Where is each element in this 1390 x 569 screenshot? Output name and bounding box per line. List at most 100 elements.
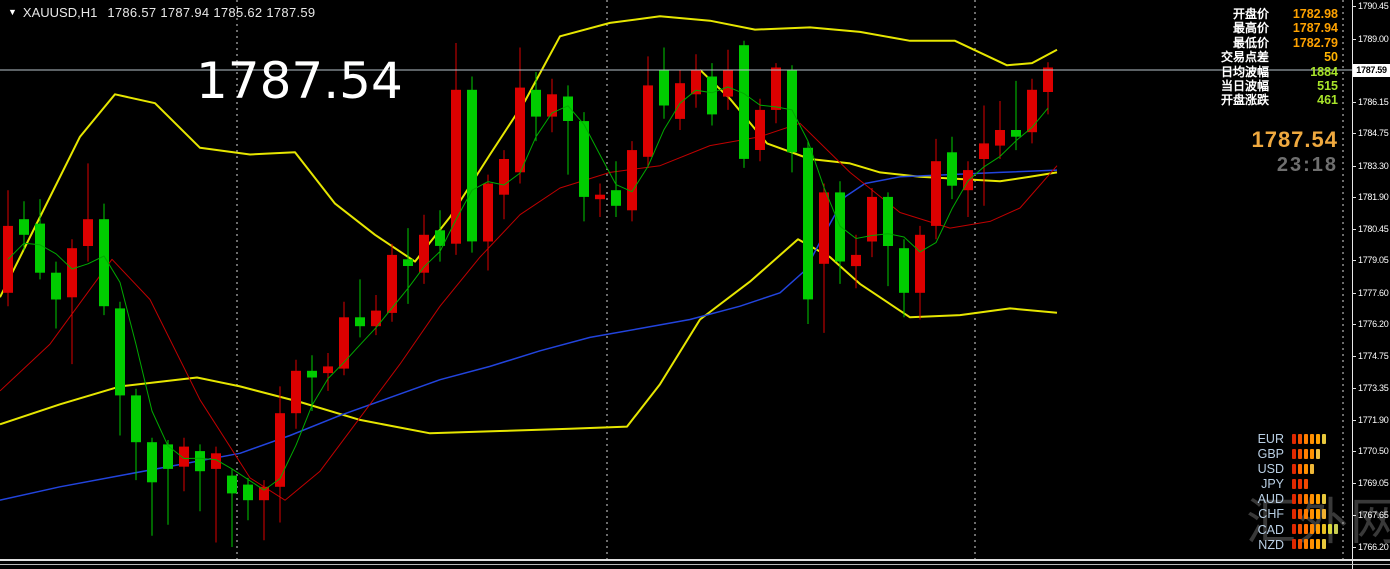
candle-body [371, 310, 381, 327]
strength-bar-segment [1316, 539, 1320, 550]
candle-body [547, 94, 557, 117]
candle-body [691, 69, 701, 95]
strength-bar-segment [1298, 433, 1302, 444]
currency-row-gbp: GBP [1238, 445, 1340, 463]
strength-bar-segment [1292, 494, 1296, 505]
candle-body [563, 96, 573, 121]
strength-bar-segment [1304, 539, 1308, 550]
candle-body [931, 161, 941, 226]
strength-bars [1292, 475, 1310, 493]
bottom-border-line-2 [0, 564, 1390, 565]
fast-ma-green [7, 86, 1049, 491]
candle-body [979, 143, 989, 159]
currency-code-label: CAD [1257, 522, 1284, 537]
strength-bar-segment [1310, 433, 1314, 444]
ohlc-values: 1786.57 1787.94 1785.62 1787.59 [107, 5, 316, 20]
candle-body [1043, 67, 1053, 92]
strength-bar-segment [1322, 433, 1326, 444]
info-label: 最高价 [1232, 21, 1269, 36]
candle-body [243, 484, 253, 501]
candle-body [675, 83, 685, 119]
candle-body [995, 130, 1005, 146]
info-value: 1787.94 [1292, 21, 1338, 36]
candle-body [403, 259, 413, 266]
candle-body [771, 67, 781, 110]
candle-body [259, 486, 269, 501]
candle-body [115, 308, 125, 396]
bollinger-middle-band [699, 69, 1058, 183]
strength-bars [1292, 445, 1322, 463]
candle-body [1011, 130, 1021, 137]
info-row: 最低价 1782.79 [1221, 36, 1338, 50]
candle-body [947, 152, 957, 186]
candle-body [451, 89, 461, 244]
currency-row-usd: USD [1238, 460, 1340, 478]
strength-bar-segment [1292, 509, 1296, 520]
info-value: 50 [1324, 50, 1338, 65]
info-row: 最高价 1787.94 [1221, 21, 1338, 35]
candle-body [835, 192, 845, 262]
strength-bar-segment [1298, 479, 1302, 490]
strength-bar-segment [1304, 463, 1308, 474]
candle-body [339, 317, 349, 369]
currency-strength-meter: EUR GBP USD JPY AUD CHF CAD NZD [1238, 430, 1340, 552]
candle-body [307, 370, 317, 378]
candle-body [627, 150, 637, 211]
symbol-dropdown-icon[interactable]: ▼ [8, 7, 17, 17]
candle-body [355, 317, 365, 327]
strength-bar-segment [1322, 524, 1326, 535]
currency-row-nzd: NZD [1238, 536, 1340, 552]
info-label: 开盘价 [1232, 7, 1269, 21]
strength-bar-segment [1292, 433, 1296, 444]
info-value: 515 [1317, 79, 1338, 94]
quote-time: 23:18 [1276, 154, 1338, 176]
strength-bar-segment [1298, 524, 1302, 535]
candle-body [739, 45, 749, 159]
strength-bar-segment [1316, 509, 1320, 520]
strength-bars [1292, 505, 1328, 523]
candle-body [803, 147, 813, 300]
candle-body [147, 442, 157, 483]
candle-body [515, 87, 525, 173]
strength-bars [1292, 490, 1328, 508]
candle-body [659, 69, 669, 106]
chart-title: ▼ XAUUSD,H1 1786.57 1787.94 1785.62 1787.5… [8, 5, 315, 20]
axis-border-line [1352, 0, 1353, 569]
info-value: 1782.79 [1292, 35, 1338, 50]
strength-bar-segment [1322, 509, 1326, 520]
strength-bars [1292, 460, 1316, 478]
candle-body [883, 196, 893, 246]
info-label: 当日波幅 [1220, 79, 1269, 94]
candle-body [179, 446, 189, 467]
candle-body [899, 248, 909, 293]
info-panel: 开盘价 1782.98 最高价 1787.94 最低价 1782.79 交易点差 50 日均波幅… [1221, 7, 1338, 108]
info-label: 交易点差 [1220, 50, 1269, 65]
strength-bar-segment [1304, 433, 1308, 444]
strength-bar-segment [1292, 448, 1296, 459]
strength-bar-segment [1292, 479, 1296, 490]
currency-row-aud: AUD [1238, 490, 1340, 508]
candle-body [291, 370, 301, 414]
strength-bars [1292, 521, 1340, 539]
candle-body [19, 219, 29, 235]
candle-body [163, 444, 173, 469]
candle-body [963, 170, 973, 191]
candle-body [67, 248, 77, 298]
info-row: 开盘价 1782.98 [1221, 7, 1338, 21]
candle-body [611, 190, 621, 206]
candle-body [787, 69, 797, 153]
bollinger-lower-band [0, 238, 1058, 435]
strength-bar-segment [1298, 463, 1302, 474]
candle-body [211, 453, 221, 469]
strength-bar-segment [1304, 524, 1308, 535]
candle-body [51, 272, 61, 300]
medium-ma-red [0, 122, 1058, 501]
currency-code-label: EUR [1257, 432, 1284, 446]
strength-bar-segment [1310, 494, 1314, 505]
strength-bars [1292, 430, 1328, 448]
bollinger-upper-band [0, 15, 1058, 298]
currency-row-cad: CAD [1238, 521, 1340, 539]
info-label: 开盘涨跌 [1220, 93, 1269, 108]
